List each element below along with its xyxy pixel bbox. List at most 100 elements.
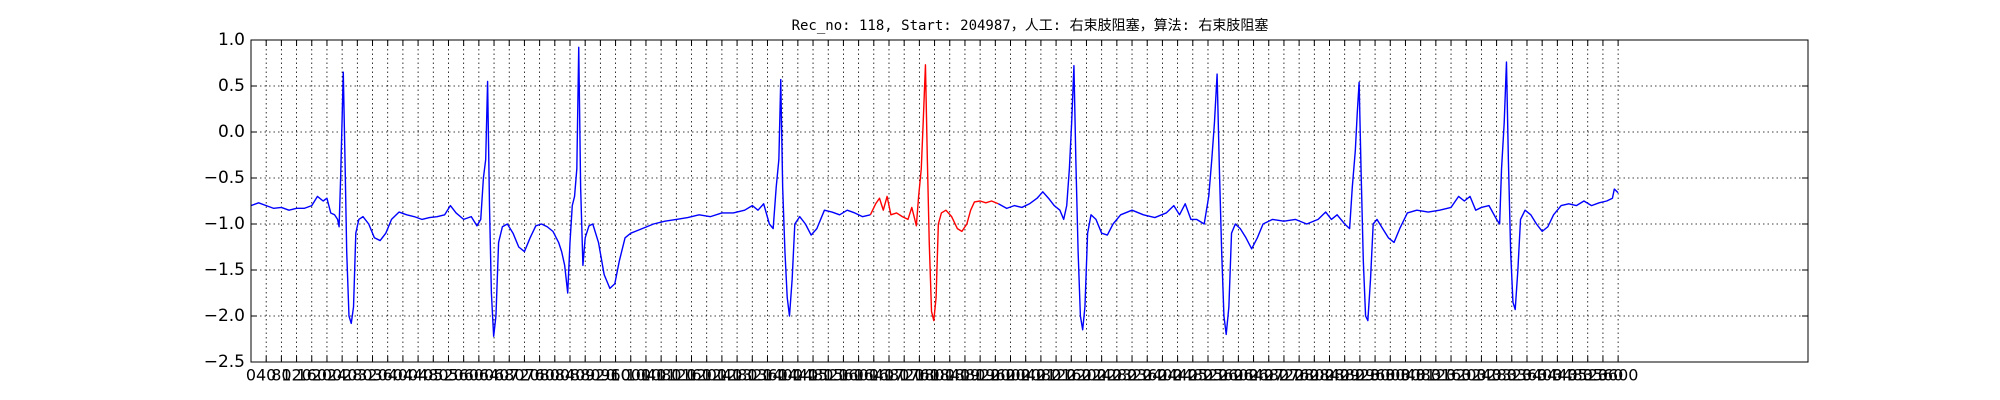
x-tick-label: 2160 <box>1051 366 1092 385</box>
x-tick-label: 1920 <box>960 366 1001 385</box>
x-tick-label: 2520 <box>1188 366 1229 385</box>
x-tick-label: 1960 <box>975 366 1016 385</box>
x-tick-label: 360 <box>372 366 403 385</box>
x-tick-label: 3160 <box>1431 366 1472 385</box>
x-tick-label: 2960 <box>1355 366 1396 385</box>
x-tick-label: 2360 <box>1127 366 1168 385</box>
x-tick-label: 2120 <box>1036 366 1077 385</box>
x-tick-label: 3040 <box>1385 366 1426 385</box>
x-tick-label: 2280 <box>1096 366 1137 385</box>
x-tick-label: 1120 <box>656 366 697 385</box>
x-tick-label: 680 <box>494 366 525 385</box>
x-tick-label: 2680 <box>1248 366 1289 385</box>
x-tick-label: 1840 <box>929 366 970 385</box>
x-tick-label: 1520 <box>808 366 849 385</box>
x-tick-label: 120 <box>281 366 312 385</box>
ecg-line <box>998 61 1619 336</box>
x-tick-label: 2480 <box>1172 366 1213 385</box>
x-tick-label: 80 <box>271 366 291 385</box>
x-tick-label: 2600 <box>1218 366 1259 385</box>
chart-title: Rec_no: 118, Start: 204987，人工: 右束肢阻塞，算法:… <box>792 17 1269 34</box>
x-tick-label: 3480 <box>1552 366 1593 385</box>
x-tick-label: 3520 <box>1567 366 1608 385</box>
x-tick-label: 2800 <box>1294 366 1335 385</box>
x-tick-label: 3440 <box>1537 366 1578 385</box>
x-tick-label: 960 <box>600 366 631 385</box>
x-tick-label: 920 <box>585 366 616 385</box>
x-tick-label: 1880 <box>945 366 986 385</box>
x-tick-label: 1600 <box>838 366 879 385</box>
x-tick-label: 1280 <box>717 366 758 385</box>
x-tick-label: 3400 <box>1522 366 1563 385</box>
y-tick-label: 0.0 <box>218 122 245 142</box>
x-tick-label: 2320 <box>1112 366 1153 385</box>
x-tick-label: 440 <box>403 366 434 385</box>
x-tick-label: 3000 <box>1370 366 1411 385</box>
x-tick-label: 280 <box>342 366 373 385</box>
y-tick-label: −2.0 <box>204 306 245 326</box>
x-tick-label: 2240 <box>1081 366 1122 385</box>
x-tick-label: 1640 <box>853 366 894 385</box>
plot-frame <box>250 39 1809 363</box>
x-tick-label: 1360 <box>747 366 788 385</box>
x-tick-label: 1720 <box>884 366 925 385</box>
x-tick-label: 1200 <box>686 366 727 385</box>
x-tick-label: 1000 <box>610 366 651 385</box>
x-tick-label: 1160 <box>671 366 712 385</box>
x-tick-label: 3120 <box>1415 366 1456 385</box>
x-tick-label: 2040 <box>1005 366 1046 385</box>
x-tick-label: 880 <box>570 366 601 385</box>
x-tick-label: 160 <box>296 366 327 385</box>
x-tick-label: 800 <box>540 366 571 385</box>
x-tick-label: 2440 <box>1157 366 1198 385</box>
x-tick-label: 1080 <box>641 366 682 385</box>
x-tick-label: 480 <box>418 366 449 385</box>
y-tick-label: 0.5 <box>218 76 245 96</box>
x-tick-label: 1760 <box>899 366 940 385</box>
x-tick-label: 2080 <box>1021 366 1062 385</box>
x-tick-label: 840 <box>555 366 586 385</box>
y-tick-label: −2.5 <box>204 352 245 372</box>
x-tick-label: 1680 <box>869 366 910 385</box>
x-tick-label: 1480 <box>793 366 834 385</box>
x-tick-label: 400 <box>388 366 419 385</box>
x-tick-label: 200 <box>312 366 343 385</box>
x-tick-label: 2880 <box>1324 366 1365 385</box>
x-tick-label: 2720 <box>1264 366 1305 385</box>
x-tick-label: 3240 <box>1461 366 1502 385</box>
x-tick-label: 240 <box>327 366 358 385</box>
x-tick-label: 40 <box>256 366 276 385</box>
x-tick-label: 3360 <box>1507 366 1548 385</box>
x-tick-label: 3200 <box>1446 366 1487 385</box>
x-tick-label: 3280 <box>1476 366 1517 385</box>
ecg-line <box>869 64 999 322</box>
x-tick-label: 0 <box>246 366 256 385</box>
ecg-line <box>250 46 871 337</box>
y-tick-label: −0.5 <box>204 168 245 188</box>
x-tick-label: 640 <box>479 366 510 385</box>
x-tick-label: 1440 <box>777 366 818 385</box>
x-tick-label: 760 <box>524 366 555 385</box>
x-tick-label: 1240 <box>702 366 743 385</box>
x-tick-label: 560 <box>448 366 479 385</box>
x-tick-label: 520 <box>433 366 464 385</box>
x-tick-label: 2200 <box>1066 366 1107 385</box>
x-tick-label: 2000 <box>990 366 1031 385</box>
x-tick-label: 2760 <box>1279 366 1320 385</box>
y-tick-label: −1.5 <box>204 260 245 280</box>
x-tick-label: 2920 <box>1340 366 1381 385</box>
x-tick-label: 3560 <box>1583 366 1624 385</box>
x-tick-label: 1320 <box>732 366 773 385</box>
x-tick-label: 2640 <box>1233 366 1274 385</box>
x-tick-label: 1560 <box>823 366 864 385</box>
x-tick-label: 1400 <box>762 366 803 385</box>
x-tick-label: 3080 <box>1400 366 1441 385</box>
x-tick-label: 320 <box>357 366 388 385</box>
x-tick-label: 1040 <box>626 366 667 385</box>
x-tick-label: 2400 <box>1142 366 1183 385</box>
x-tick-label: 3320 <box>1491 366 1532 385</box>
y-tick-label: 1.0 <box>218 30 245 50</box>
y-tick-label: −1.0 <box>204 214 245 234</box>
